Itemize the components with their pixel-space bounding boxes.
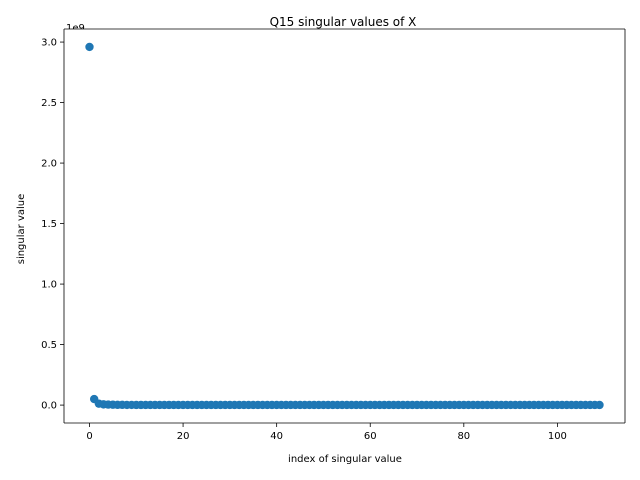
x-tick-label: 40 bbox=[270, 431, 283, 442]
y-tick-label: 0.5 bbox=[41, 340, 57, 351]
y-tick-label: 1.0 bbox=[41, 280, 57, 291]
x-tick-label: 60 bbox=[364, 431, 377, 442]
y-axis: 0.0 0.5 1.0 1.5 2.0 2.5 3.0 bbox=[41, 38, 64, 412]
plot-background bbox=[64, 29, 625, 423]
x-tick-label: 100 bbox=[548, 431, 567, 442]
scatter-point bbox=[85, 42, 94, 52]
x-axis: 0 20 40 60 80 100 bbox=[86, 423, 567, 442]
chart-title: Q15 singular values of X bbox=[270, 15, 417, 29]
y-tick-label: 0.0 bbox=[41, 401, 57, 412]
x-axis-label: index of singular value bbox=[288, 454, 402, 465]
y-tick-label: 2.0 bbox=[41, 159, 57, 170]
scatter-point bbox=[595, 400, 604, 410]
y-tick-label: 3.0 bbox=[41, 38, 57, 49]
y-tick-label: 1.5 bbox=[41, 219, 57, 230]
y-offset-label: 1e9 bbox=[66, 23, 85, 34]
x-tick-label: 0 bbox=[86, 431, 92, 442]
x-tick-label: 20 bbox=[177, 431, 190, 442]
plot-area bbox=[63, 28, 626, 424]
y-axis-label: singular value bbox=[16, 194, 27, 265]
scatter-points bbox=[85, 42, 604, 410]
x-tick-label: 80 bbox=[457, 431, 470, 442]
y-tick-label: 2.5 bbox=[41, 98, 57, 109]
